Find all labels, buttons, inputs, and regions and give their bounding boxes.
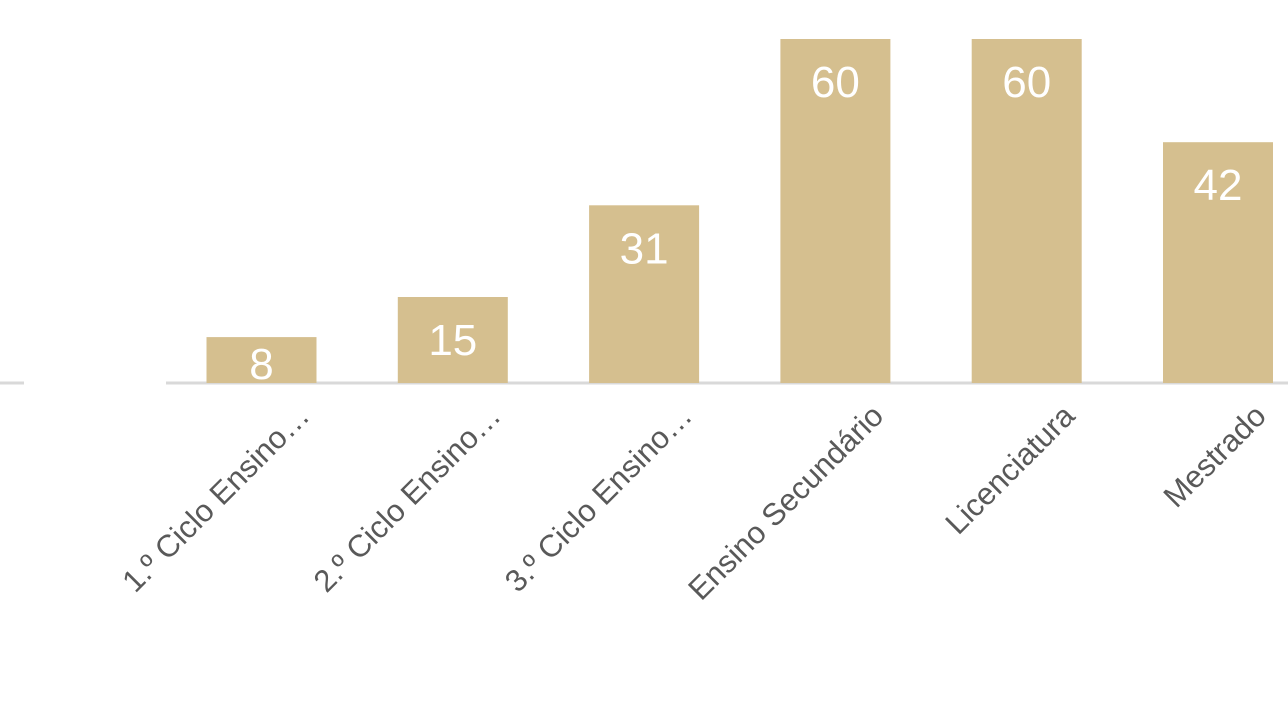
data-labels-layer: 8 15 31 60 60 42 [249,58,1242,389]
x-tick-label: Licenciatura [938,397,1081,540]
data-label: 42 [1194,161,1243,210]
x-tick-label: 3.º Ciclo Ensino… [498,398,699,599]
x-tick-label: 1.º Ciclo Ensino… [115,398,316,599]
x-tick-label: 2.º Ciclo Ensino… [307,398,508,599]
x-tick-labels: 1.º Ciclo Ensino…2.º Ciclo Ensino…3.º Ci… [115,397,1272,606]
bar [589,205,700,383]
bar [971,39,1082,383]
data-label: 8 [249,340,273,389]
bars-layer [206,39,1273,383]
x-tick-label: Mestrado [1157,398,1273,514]
bar [397,297,508,383]
bar [1163,142,1273,383]
x-tick-label: Ensino Secundário [681,398,890,607]
data-label: 60 [1002,58,1051,107]
data-label: 15 [428,316,477,365]
data-label: 60 [811,58,860,107]
data-label: 31 [620,224,669,273]
bar [206,337,317,383]
bar [780,39,891,383]
